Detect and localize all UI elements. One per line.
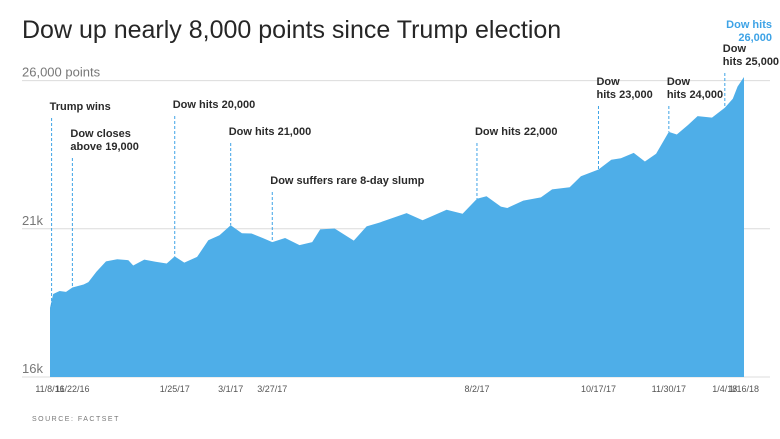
x-tick-label: 3/27/17 <box>257 384 287 394</box>
annotation-label: Dow hits 26,000 <box>726 19 772 44</box>
annotation-line: Dow suffers rare 8-day slump <box>270 175 424 187</box>
annotation-line: Dow <box>667 76 691 88</box>
x-tick-label: 1/25/17 <box>160 384 190 394</box>
annotation-label: Dow hits 24,000 <box>667 76 723 101</box>
x-tick-label: 1/4/18 <box>712 384 737 394</box>
y-tick-label: 16k <box>22 361 43 376</box>
annotation-label: Dow hits 25,000 <box>723 43 779 68</box>
annotation-line: Dow <box>596 76 620 88</box>
annotation-line: Dow <box>723 43 747 55</box>
x-tick-label: 1/16/18 <box>729 384 759 394</box>
annotation-line: hits 24,000 <box>667 89 723 101</box>
chart-title: Dow up nearly 8,000 points since Trump e… <box>22 16 562 44</box>
dow-area <box>50 77 744 377</box>
annotation-line: 26,000 <box>738 32 772 44</box>
annotation-label: Dow hits 23,000 <box>596 76 652 101</box>
annotation-line: Dow hits <box>726 19 772 31</box>
annotation-line: Dow hits 20,000 <box>173 99 256 111</box>
annotation-labels: Trump wins Dow closes above 19,000 Dow hits… <box>50 19 779 187</box>
annotation-line: Dow hits 21,000 <box>229 126 312 138</box>
source-note: SOURCE: FACTSET <box>32 416 120 423</box>
annotation-line: Dow hits 22,000 <box>475 126 558 138</box>
annotation-line: Trump wins <box>50 101 111 113</box>
annotation-label: Dow suffers rare 8-day slump <box>270 175 424 187</box>
x-tick-label: 10/17/17 <box>581 384 616 394</box>
annotation-label: Dow hits 21,000 <box>229 126 312 138</box>
area-series <box>50 77 744 377</box>
x-tick-label: 11/30/17 <box>652 384 686 394</box>
y-tick-label: 21k <box>22 213 43 228</box>
x-tick-label: 3/1/17 <box>218 384 243 394</box>
annotation-lines <box>51 73 726 306</box>
annotation-line: Dow closes <box>70 128 131 140</box>
y-tick-label: 26,000 points <box>22 65 101 80</box>
annotation-line: above 19,000 <box>70 141 139 153</box>
annotation-line: hits 23,000 <box>596 89 652 101</box>
annotation-label: Dow hits 22,000 <box>475 126 558 138</box>
x-tick-label: 11/8/16 <box>35 384 64 394</box>
y-axis-labels: 26,000 points 21k 16k <box>22 65 101 376</box>
x-tick-label: 8/2/17 <box>464 384 489 394</box>
x-tick-label: 11/22/16 <box>55 384 89 394</box>
annotation-label: Dow closes above 19,000 <box>70 128 139 153</box>
annotation-line: hits 25,000 <box>723 56 779 68</box>
annotation-label: Trump wins <box>50 101 111 113</box>
annotation-label: Dow hits 20,000 <box>173 99 256 111</box>
